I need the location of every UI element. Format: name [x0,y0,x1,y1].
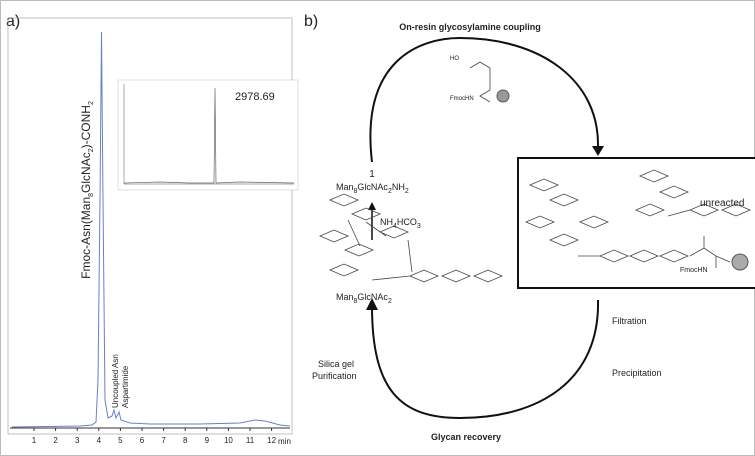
step-label: Precipitation [612,368,662,378]
x-ticks: 1 2 3 4 5 6 7 8 9 10 11 12 [32,428,277,445]
atom-label: HO [450,56,459,62]
resin-bead [731,253,749,271]
inset-frame [117,79,299,191]
cycle-arrow [369,36,600,163]
x-tick-label: 12 [267,436,276,445]
compound-number: 1 [369,169,375,180]
atom-label: FmocHN [450,96,474,102]
x-tick-label: 8 [183,436,188,445]
step-label: Purification [312,371,357,381]
arrowhead [592,146,604,156]
panel-label: b) [304,13,318,30]
reagent-structure: HO FmocHN [450,56,510,103]
peak-label: Uncoupled Asn [111,354,120,408]
x-tick-label: 11 [246,436,255,445]
ms-trace [123,87,295,184]
ms-peak-label: 2978.69 [235,91,275,103]
step-label: Glycan recovery [431,432,501,442]
x-tick-label: 1 [32,436,37,445]
glycan-structure [318,193,504,283]
x-tick-label: 10 [224,436,233,445]
x-tick-label: 7 [161,436,166,445]
glycan-label: Man8GlcNAc2 [336,292,392,305]
x-tick-label: 5 [118,436,123,445]
step-label: Filtration [612,316,647,326]
ms-inset: 2978.69 [117,79,299,191]
resin-box [517,157,755,289]
x-tick-label: 3 [75,436,80,445]
cycle-arrow [371,299,600,420]
step-label: Silica gel [318,359,354,369]
step-label: On-resin glycosylamine coupling [399,22,541,32]
x-tick-label: 9 [205,436,210,445]
amine-label: Man8GlcNAc2NH2 [336,182,409,195]
glycan-structure [524,169,752,268]
peak-label: Aspartimide [121,365,130,408]
arrowhead [366,298,378,310]
resin-bead [496,89,510,103]
atom-label: FmocHN [680,267,708,274]
unreacted-label: unreacted [700,198,744,209]
compound-label: Fmoc-Asn(Man8GlcNAc2)-CONH2 [79,101,95,279]
x-unit: min [278,437,291,446]
x-tick-label: 6 [140,436,145,445]
x-tick-label: 4 [97,436,102,445]
x-tick-label: 2 [53,436,58,445]
panel-a-frame [7,17,293,435]
chromatogram-trace [11,31,291,428]
panel-label: a) [6,13,20,30]
arrowhead [368,202,376,210]
